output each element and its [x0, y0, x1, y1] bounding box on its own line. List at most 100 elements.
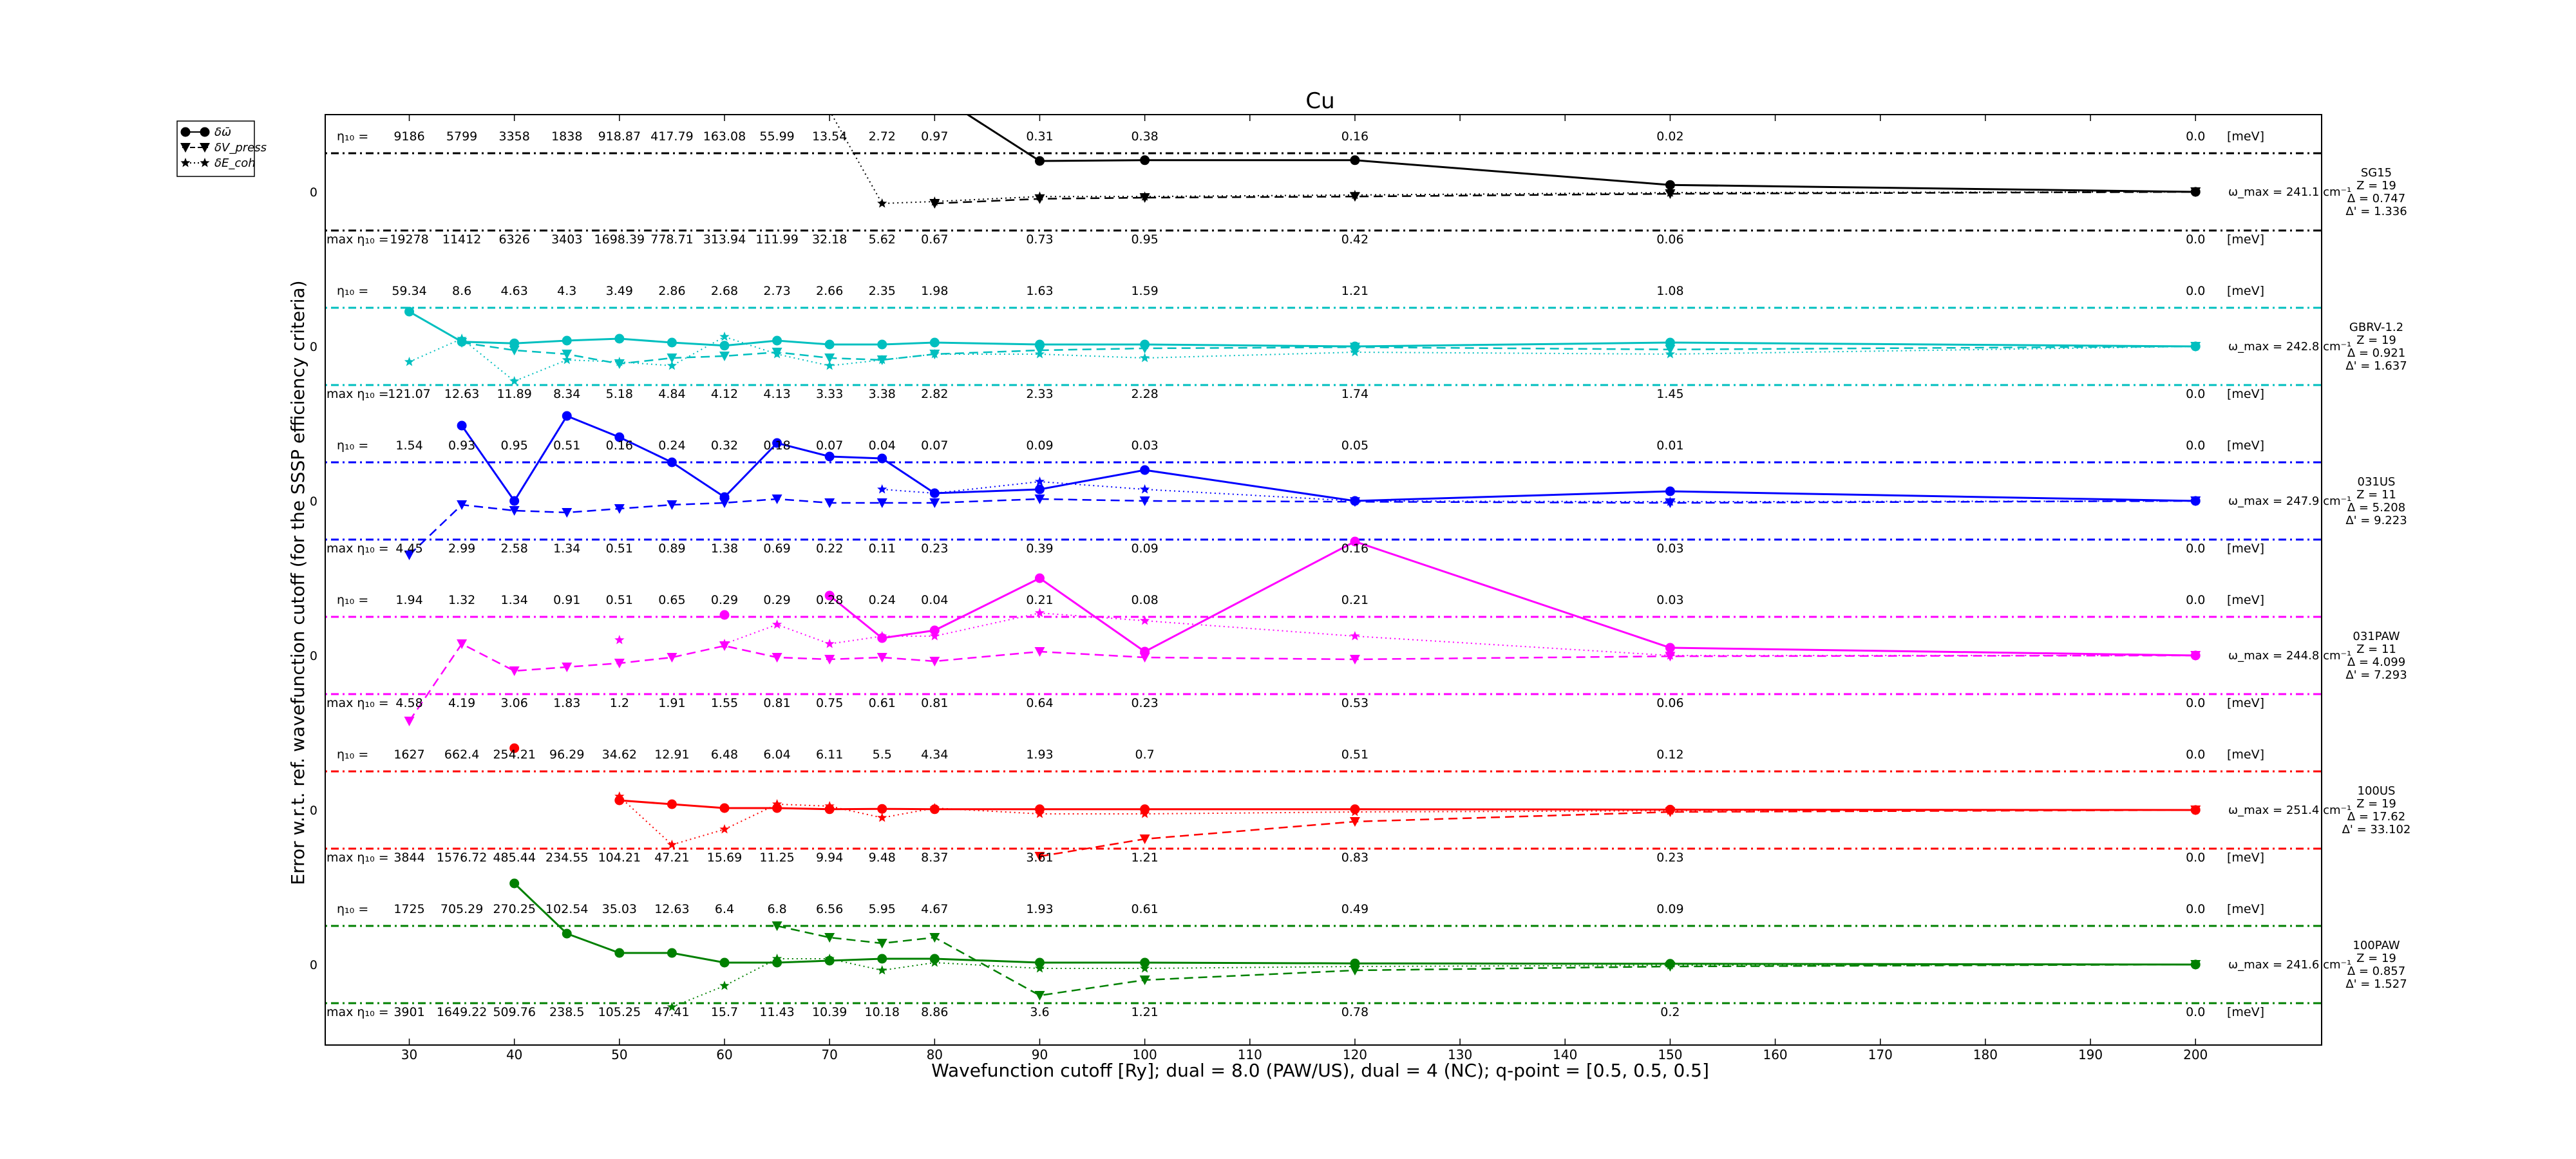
data-point-press	[1139, 653, 1150, 663]
data-point-press	[876, 939, 887, 948]
data-point-ecoh	[2190, 805, 2201, 815]
data-point-omega	[772, 438, 782, 448]
panel-031us	[325, 411, 2322, 560]
data-point-ecoh	[2190, 959, 2201, 969]
data-point-press	[824, 498, 835, 508]
eta10-value: 0.16	[606, 438, 633, 453]
eta10-value: 0.18	[763, 438, 790, 453]
eta10-value: 96.29	[549, 748, 584, 762]
eta10-value: 1.63	[1026, 284, 1053, 298]
max-eta10-value: 11.89	[497, 387, 531, 401]
x-tick-label: 120	[1343, 1047, 1367, 1062]
max-eta10-value: 4.58	[395, 696, 422, 710]
eta10-value: 1.32	[448, 593, 475, 607]
eta10-value: 13.54	[812, 129, 847, 144]
eta10-value: 0.91	[553, 593, 580, 607]
eta10-value: 0.12	[1656, 748, 1683, 762]
data-point-omega	[1350, 155, 1360, 165]
series-line-press	[777, 925, 2196, 997]
eta10-value: 0.21	[1341, 593, 1368, 607]
series-line-ecoh	[619, 796, 2196, 846]
data-point-omega	[667, 948, 677, 958]
max-eta10-value: 32.18	[812, 232, 847, 247]
max-eta-prefix: max η₁₀ =	[327, 387, 389, 401]
max-eta10-value: 8.37	[921, 851, 948, 865]
x-tick-label: 150	[1658, 1047, 1682, 1062]
eta10-value: 0.7	[1135, 748, 1155, 762]
max-eta10-value: 5.18	[606, 387, 633, 401]
max-eta10-value: 11412	[442, 232, 481, 247]
omega-max-label: ω_max = 241.1 cm⁻¹	[2228, 185, 2351, 199]
max-eta10-value: 3.6	[1030, 1005, 1049, 1019]
eta10-value: 1.93	[1026, 748, 1053, 762]
eta10-value: 1.21	[1341, 284, 1368, 298]
pseudo-info-line: 031PAW	[2353, 630, 2400, 643]
x-tick-label: 130	[1448, 1047, 1472, 1062]
data-point-ecoh	[1350, 189, 1360, 200]
data-point-ecoh	[1034, 809, 1045, 818]
eta10-value: 705.29	[440, 902, 483, 916]
max-eta10-value: 8.34	[553, 387, 580, 401]
max-eta10-value: 0.16	[1341, 542, 1368, 556]
data-point-press	[1349, 655, 1360, 664]
max-eta10-value: 1.34	[553, 542, 580, 556]
max-eta10-value: 0.51	[606, 542, 633, 556]
data-point-ecoh	[877, 198, 887, 208]
eta10-value: 1838	[551, 129, 582, 144]
data-point-press	[824, 933, 835, 943]
omega-max-label: ω_max = 244.8 cm⁻¹	[2228, 649, 2351, 663]
data-point-omega	[719, 803, 730, 813]
data-point-press	[929, 933, 940, 943]
zero-tick: 0	[310, 804, 317, 818]
data-point-press	[719, 352, 730, 361]
plot-frame	[325, 114, 2322, 1046]
data-point-ecoh	[404, 357, 415, 366]
eta-prefix: η₁₀ =	[337, 902, 368, 916]
data-point-ecoh	[1350, 807, 1360, 816]
max-eta-prefix: max η₁₀ =	[327, 232, 389, 247]
max-eta10-value: 0.73	[1026, 232, 1053, 247]
series-line-press	[408, 498, 2196, 556]
eta10-value: 0.0	[2186, 902, 2205, 916]
data-point-omega	[614, 334, 625, 344]
data-point-ecoh	[1034, 608, 1045, 617]
data-point-press	[614, 659, 625, 668]
data-point-press	[1034, 852, 1045, 862]
max-eta-prefix: max η₁₀ =	[327, 851, 389, 865]
data-point-omega	[457, 420, 467, 431]
eta10-value: 0.51	[553, 438, 580, 453]
data-point-omega	[1034, 156, 1045, 166]
eta10-value: 0.07	[921, 438, 948, 453]
meV-unit: [meV]	[2227, 542, 2264, 556]
pseudo-info-line: Δ' = 33.102	[2342, 823, 2411, 836]
data-point-ecoh	[2190, 496, 2201, 505]
eta10-value: 34.62	[602, 748, 637, 762]
meV-unit: [meV]	[2227, 232, 2264, 247]
pseudo-info-line: Z = 19	[2356, 179, 2396, 193]
max-eta10-value: 1.2	[610, 696, 629, 710]
data-point-press	[404, 717, 415, 726]
data-point-press	[1034, 991, 1045, 1001]
pseudo-info-line: Δ = 0.857	[2347, 965, 2405, 978]
pseudo-info-line: Δ = 17.62	[2347, 810, 2405, 824]
pseudo-info-line: 100US	[2358, 784, 2396, 798]
meV-unit: [meV]	[2227, 387, 2264, 401]
max-eta10-value: 0.23	[921, 542, 948, 556]
max-eta10-value: 2.33	[1026, 387, 1053, 401]
data-point-ecoh	[719, 639, 730, 648]
data-point-omega	[772, 335, 782, 346]
eta10-value: 12.91	[654, 748, 689, 762]
data-point-omega	[667, 457, 677, 467]
eta10-value: 163.08	[703, 129, 746, 144]
eta10-value: 5799	[446, 129, 477, 144]
max-eta10-value: 111.99	[755, 232, 798, 247]
max-eta10-value: 2.58	[501, 542, 528, 556]
max-eta10-value: 47.21	[654, 851, 689, 865]
max-eta10-value: 2.28	[1131, 387, 1158, 401]
eta10-value: 1.93	[1026, 902, 1053, 916]
max-eta10-value: 5.62	[869, 232, 896, 247]
eta10-value: 0.49	[1341, 902, 1368, 916]
x-tick-label: 110	[1238, 1047, 1262, 1062]
max-eta10-value: 4.12	[711, 387, 738, 401]
